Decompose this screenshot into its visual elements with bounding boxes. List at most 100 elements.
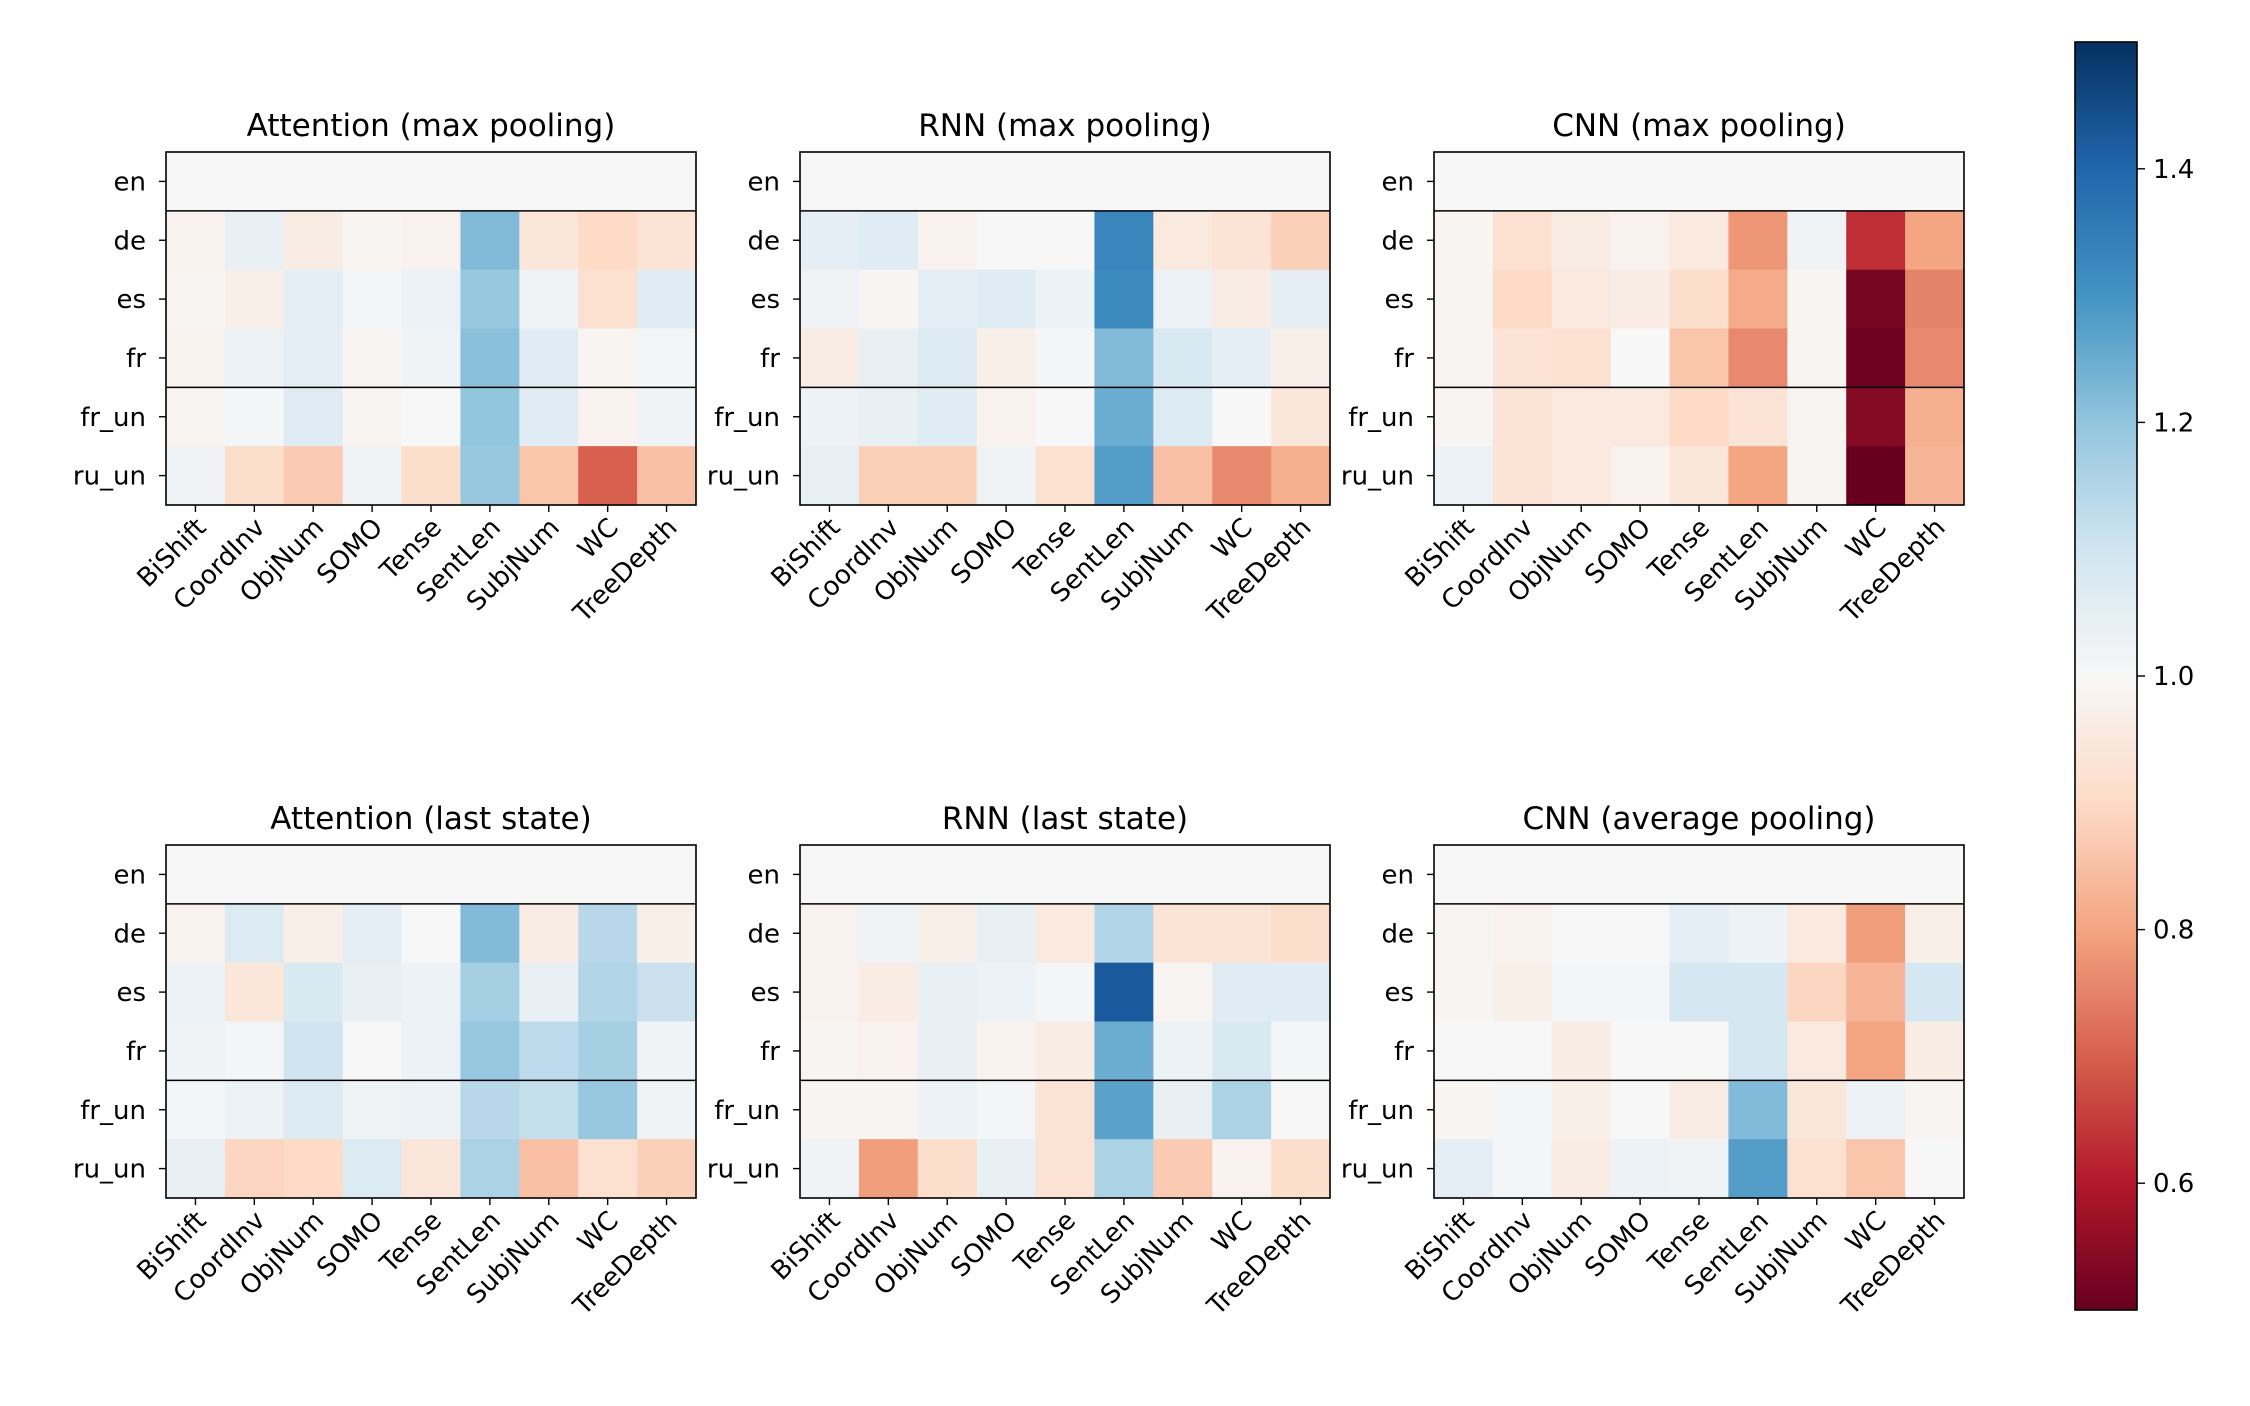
panel-1-cell-fr-SentLen <box>460 328 520 388</box>
panel-1-cell-ru_un-SubjNum <box>519 446 579 506</box>
panel-2-cell-es-SOMO <box>976 269 1037 330</box>
panel-3-cell-en-TreeDepth <box>1905 152 1965 212</box>
panel-4-cell-fr-WC <box>578 1021 638 1081</box>
panel-1-cell-fr-SOMO <box>342 328 403 388</box>
panel-6-cell-fr_un-TreeDepth <box>1905 1080 1965 1140</box>
panel-2-cell-fr_un-Tense <box>1035 387 1096 447</box>
panel-6-cell-fr_un-SOMO <box>1610 1080 1671 1140</box>
panel-6-cell-fr-CoordInv <box>1492 1021 1553 1081</box>
panel-4-xlabel-SOMO: SOMO <box>311 1206 389 1284</box>
panel-6-cell-fr_un-SentLen <box>1728 1080 1788 1140</box>
panel-3-cell-fr_un-CoordInv <box>1492 387 1553 447</box>
panel-6-cell-en-WC <box>1846 845 1906 905</box>
panel-1-cell-fr-CoordInv <box>224 328 285 388</box>
panel-2-cell-es-TreeDepth <box>1271 269 1331 330</box>
panel-1-cell-de-SubjNum <box>519 210 579 271</box>
panel-2-cell-fr-WC <box>1212 328 1272 388</box>
panel-1-cell-fr_un-SOMO <box>342 387 403 447</box>
panel-4-cell-es-SubjNum <box>519 962 579 1023</box>
panel-1-cell-de-Tense <box>401 210 462 271</box>
panel-2-ylabel-de: de <box>748 226 781 256</box>
panel-2-cell-en-ObjNum <box>917 152 978 212</box>
panel-1-cell-ru_un-BiShift <box>166 446 226 506</box>
panel-2-cell-ru_un-SOMO <box>976 446 1037 506</box>
panel-6-cell-es-ObjNum <box>1551 962 1612 1023</box>
panel-5-cell-fr_un-TreeDepth <box>1271 1080 1331 1140</box>
panel-5-cell-de-TreeDepth <box>1271 903 1331 964</box>
panel-5-cell-de-ObjNum <box>917 903 978 964</box>
panel-1-cell-de-ObjNum <box>283 210 344 271</box>
panel-6-cell-ru_un-WC <box>1846 1139 1906 1199</box>
panel-2-cell-en-Tense <box>1035 152 1096 212</box>
panel-4-cell-de-TreeDepth <box>637 903 697 964</box>
panel-3-cell-fr-WC <box>1846 328 1906 388</box>
panel-3-cell-ru_un-Tense <box>1669 446 1730 506</box>
panel-6-cell-en-SOMO <box>1610 845 1671 905</box>
panel-5-cell-en-SOMO <box>976 845 1037 905</box>
panel-1-cell-es-WC <box>578 269 638 330</box>
panel-4-cell-fr-SentLen <box>460 1021 520 1081</box>
panel-5-cell-de-CoordInv <box>858 903 919 964</box>
panel-6-cell-es-SubjNum <box>1787 962 1847 1023</box>
panel-5-ylabel-fr: fr <box>760 1037 780 1067</box>
panel-3-cell-ru_un-ObjNum <box>1551 446 1612 506</box>
panel-4-cell-es-CoordInv <box>224 962 285 1023</box>
panel-5-cell-fr_un-CoordInv <box>858 1080 919 1140</box>
panel-2-cell-fr_un-TreeDepth <box>1271 387 1331 447</box>
panel-1-cell-fr-ObjNum <box>283 328 344 388</box>
panel-1-ylabel-de: de <box>114 226 147 256</box>
panel-6-cell-fr-TreeDepth <box>1905 1021 1965 1081</box>
panel-1-cell-ru_un-CoordInv <box>224 446 285 506</box>
panel-6-cell-ru_un-TreeDepth <box>1905 1139 1965 1199</box>
panel-6-cell-en-SentLen <box>1728 845 1788 905</box>
panel-3-cell-fr_un-TreeDepth <box>1905 387 1965 447</box>
panel-3-cell-de-SentLen <box>1728 210 1788 271</box>
panel-6-cell-fr_un-SubjNum <box>1787 1080 1847 1140</box>
panel-2-cell-fr-Tense <box>1035 328 1096 388</box>
panel-5-cell-de-WC <box>1212 903 1272 964</box>
panel-5-cell-fr-Tense <box>1035 1021 1096 1081</box>
panel-2-cell-fr-SentLen <box>1094 328 1154 388</box>
panel-4-cell-fr-CoordInv <box>224 1021 285 1081</box>
panel-1-cell-ru_un-SentLen <box>460 446 520 506</box>
panel-1-cell-ru_un-ObjNum <box>283 446 344 506</box>
panel-4-ylabel-en: en <box>114 860 146 890</box>
panel-3-cell-ru_un-BiShift <box>1434 446 1494 506</box>
panel-2-cell-es-BiShift <box>800 269 860 330</box>
panel-4-cell-fr-ObjNum <box>283 1021 344 1081</box>
panel-1-cell-es-ObjNum <box>283 269 344 330</box>
panel-4-ylabel-fr: fr <box>126 1037 146 1067</box>
panel-4-cell-fr_un-WC <box>578 1080 638 1140</box>
panel-3-cell-ru_un-CoordInv <box>1492 446 1553 506</box>
panel-6-cell-ru_un-SOMO <box>1610 1139 1671 1199</box>
panel-6-cell-es-SentLen <box>1728 962 1788 1023</box>
panel-4-cell-en-WC <box>578 845 638 905</box>
panel-1-cell-es-TreeDepth <box>637 269 697 330</box>
panel-6-cell-de-SOMO <box>1610 903 1671 964</box>
panel-1-cell-ru_un-WC <box>578 446 638 506</box>
panel-5-cell-ru_un-BiShift <box>800 1139 860 1199</box>
panel-5-cell-fr_un-WC <box>1212 1080 1272 1140</box>
panel-1-cell-en-SentLen <box>460 152 520 212</box>
panel-6-cell-fr-Tense <box>1669 1021 1730 1081</box>
panel-2-cell-de-SubjNum <box>1153 210 1213 271</box>
panel-2-cell-de-SentLen <box>1094 210 1154 271</box>
panel-4-cell-en-SentLen <box>460 845 520 905</box>
panel-5-cell-fr-SubjNum <box>1153 1021 1213 1081</box>
panel-6-cell-de-ObjNum <box>1551 903 1612 964</box>
panel-6-cell-de-WC <box>1846 903 1906 964</box>
panel-4-cell-de-Tense <box>401 903 462 964</box>
panel-3-cell-fr_un-SentLen <box>1728 387 1788 447</box>
panel-1-cell-fr_un-BiShift <box>166 387 226 447</box>
panel-3-cell-de-BiShift <box>1434 210 1494 271</box>
panel-5-cell-fr_un-SubjNum <box>1153 1080 1213 1140</box>
panel-3-cell-es-ObjNum <box>1551 269 1612 330</box>
panel-6-cell-fr-SentLen <box>1728 1021 1788 1081</box>
colorbar-label-0.8: 0.8 <box>2153 916 2194 946</box>
panel-3-cell-fr_un-BiShift <box>1434 387 1494 447</box>
panel-3-cell-en-WC <box>1846 152 1906 212</box>
panel-6-ylabel-de: de <box>1382 919 1415 949</box>
panel-3-cell-de-SubjNum <box>1787 210 1847 271</box>
panel-6-cell-fr-BiShift <box>1434 1021 1494 1081</box>
